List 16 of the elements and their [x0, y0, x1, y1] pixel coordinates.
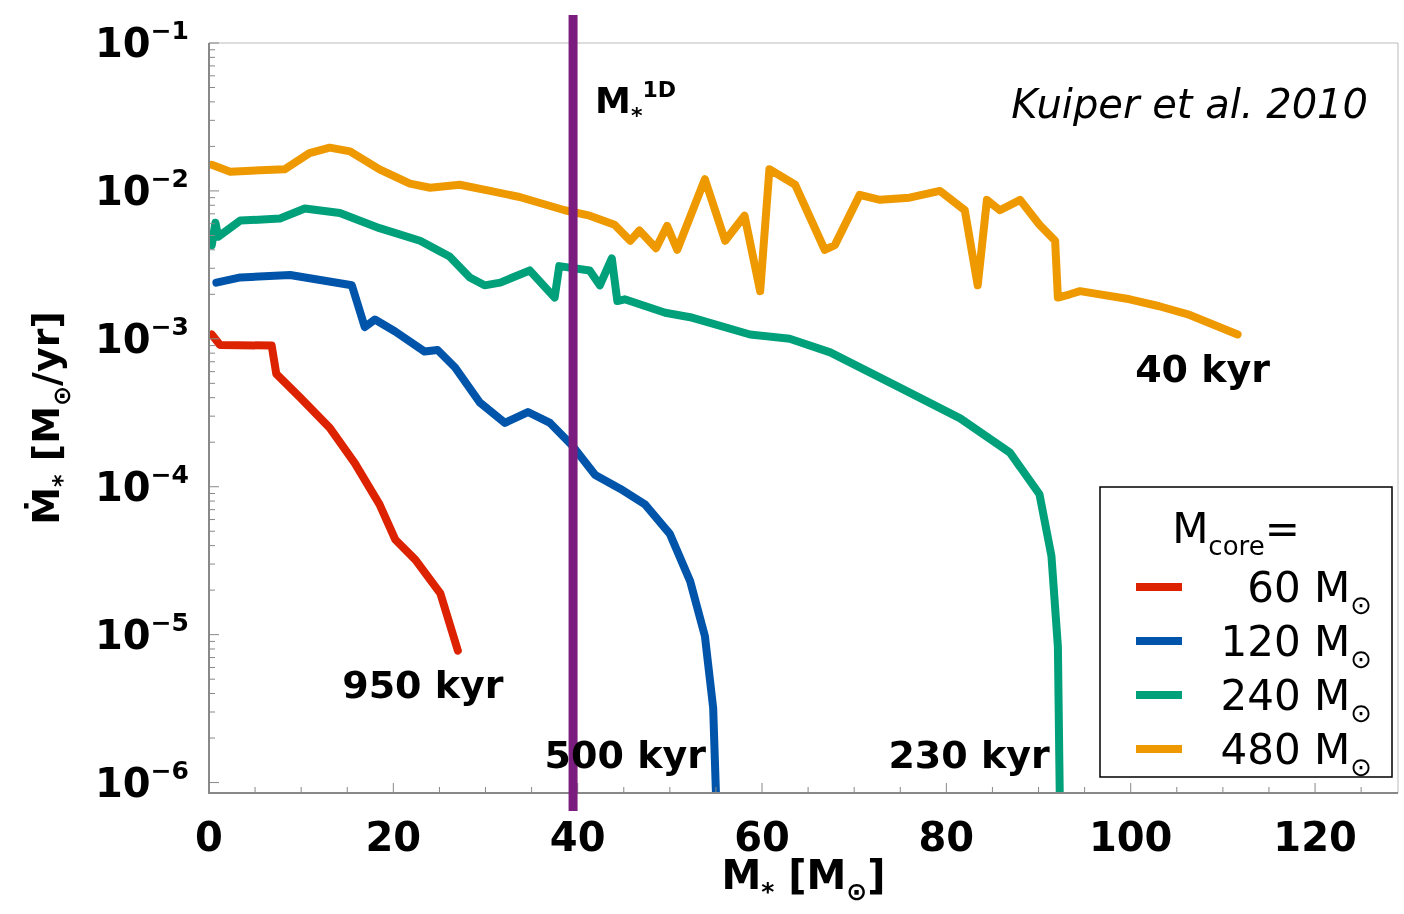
annotation: 40 kyr — [1135, 347, 1271, 392]
x-tick-label: 100 — [1088, 814, 1173, 860]
legend-label: 480 M⊙ — [1220, 725, 1373, 782]
ref-line-label: M*1D — [595, 76, 676, 129]
x-tick-label: 20 — [365, 814, 422, 860]
legend-label: 120 M⊙ — [1220, 617, 1373, 674]
annotation: Kuiper et al. 2010 — [1011, 81, 1368, 127]
y-axis-title: Ṁ* [M⊙/yr] — [24, 311, 76, 525]
x-tick-label: 40 — [549, 814, 606, 860]
x-tick-label: 80 — [918, 814, 975, 860]
annotation: 950 kyr — [342, 663, 504, 708]
legend-label: 240 M⊙ — [1220, 671, 1373, 728]
x-tick-label: 120 — [1273, 814, 1357, 860]
legend-label: 60 M⊙ — [1247, 563, 1373, 620]
annotation: 230 kyr — [888, 732, 1050, 777]
x-tick-label: 0 — [195, 814, 223, 860]
